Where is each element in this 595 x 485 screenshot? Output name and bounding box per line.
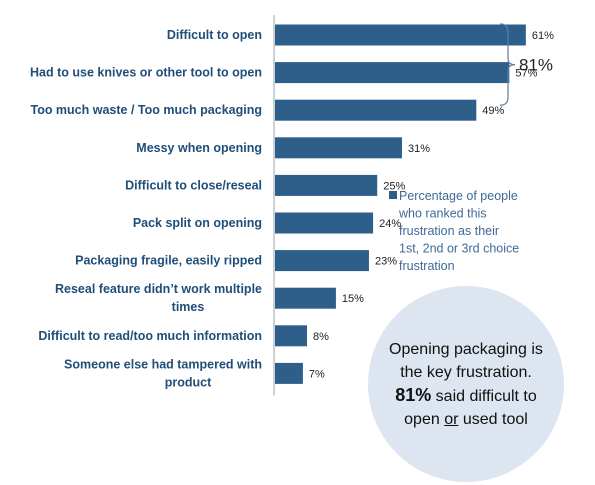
bar (275, 212, 374, 234)
category-label: Difficult to read/too much information (38, 329, 262, 343)
category-label: Had to use knives or other tool to open (30, 66, 262, 80)
value-label: 25% (383, 180, 405, 192)
value-label: 49% (482, 105, 504, 117)
value-label: 57% (515, 68, 537, 80)
value-label: 8% (313, 331, 329, 343)
callout-line-3: 81% said difficult to (395, 384, 537, 408)
value-label: 23% (375, 256, 397, 268)
value-label: 24% (379, 218, 401, 230)
bar (275, 137, 402, 159)
callout-underline: or (444, 410, 459, 428)
callout-line-2: the key frustration. (400, 363, 532, 381)
brace-label: 81% (519, 56, 553, 75)
category-label: Too much waste / Too much packaging (30, 103, 262, 117)
callout-circle: Opening packaging is the key frustration… (368, 286, 564, 482)
bar (275, 24, 526, 46)
value-label: 7% (309, 368, 325, 380)
category-label: Pack split on opening (133, 216, 262, 230)
brace-annotation (499, 23, 516, 106)
value-label: 31% (408, 143, 430, 155)
callout-line-4: open or used tool (404, 408, 528, 431)
category-label: Packaging fragile, easily ripped (75, 254, 262, 268)
category-label: Difficult to close/reseal (125, 178, 262, 192)
bar (275, 325, 308, 347)
category-label: Messy when opening (136, 141, 262, 155)
bar (275, 62, 510, 84)
category-label: Reseal feature didn’t work multiple times (55, 282, 262, 314)
bar (275, 287, 336, 309)
value-label: 61% (532, 30, 554, 42)
bar (275, 250, 369, 272)
callout-highlight: 81% (395, 384, 432, 405)
bar (275, 99, 477, 121)
bar (275, 174, 378, 196)
value-label: 15% (342, 293, 364, 305)
category-label: Someone else had tampered with product (64, 357, 262, 389)
bar (275, 362, 303, 384)
legend-swatch (389, 191, 397, 199)
callout-line-3-rest: said difficult to (431, 387, 537, 405)
callout-line-4-b: used tool (458, 410, 528, 428)
callout-line-1: Opening packaging is (389, 340, 543, 358)
category-label: Difficult to open (167, 28, 262, 42)
legend-text: Percentage of people who ranked this frust… (398, 189, 519, 273)
callout-line-4-a: open (404, 410, 445, 428)
